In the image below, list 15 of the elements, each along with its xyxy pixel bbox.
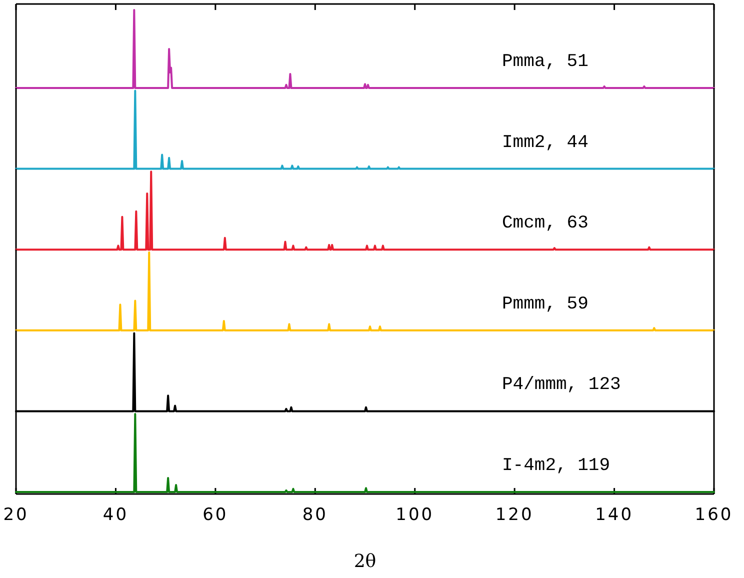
x-tick-label: 60 [202,505,228,526]
x-tick-label: 140 [595,505,634,526]
x-axis-title: 2θ [354,551,376,572]
x-tick-label: 40 [102,505,129,526]
x-tick-label: 20 [3,505,29,526]
x-tick-label: 120 [495,505,534,526]
series-label: Imm2, 44 [502,132,588,153]
series-label: Cmcm, 63 [502,214,588,234]
series-label: P4/mmm, 123 [502,375,621,396]
series-label: I-4m2, 119 [502,456,610,476]
series-label: Pmmm, 59 [502,294,588,314]
x-tick-label: 160 [694,505,734,526]
x-tick-label: 80 [302,505,328,526]
series-label: Pmma, 51 [502,52,588,72]
x-tick-label: 100 [396,505,434,526]
